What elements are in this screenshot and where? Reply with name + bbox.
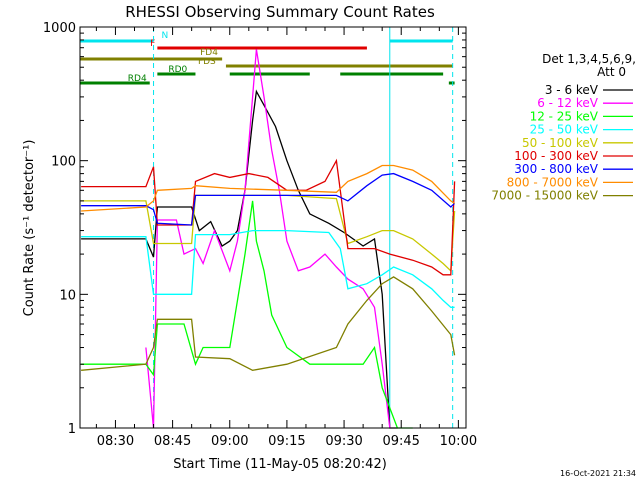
legend-label-6-12-kev: 6 - 12 keV — [537, 96, 599, 110]
legend-label-12-25-kev: 12 - 25 keV — [530, 109, 599, 123]
legend-label-3-6-kev: 3 - 6 keV — [545, 83, 599, 97]
legend-label-7000-15000-kev: 7000 - 15000 keV — [491, 189, 598, 203]
legend-label-25-50-kev: 25 - 50 keV — [530, 123, 599, 137]
legend-header-line-2: Att 0 — [597, 65, 626, 79]
flag-label-rd4: RD4 — [128, 74, 147, 84]
y-axis-label: Count Rate (s⁻¹ detector⁻¹) — [22, 140, 37, 317]
x-tick-label-09-00: 09:00 — [211, 434, 248, 449]
flag-label-fds: FDS — [198, 57, 216, 67]
y-tick-label-10: 10 — [59, 288, 76, 303]
render-timestamp: 16-Oct-2021 21:34 — [560, 469, 636, 478]
series-line-25-50-kev — [81, 229, 455, 308]
x-tick-label-08-30: 08:30 — [97, 434, 134, 449]
series-line-3-6-kev — [81, 89, 398, 429]
flag-label-rd0: RD0 — [168, 65, 187, 75]
series-line-300-800-kev — [81, 172, 456, 226]
legend-label-300-800-kev: 300 - 800 keV — [514, 162, 598, 176]
chart-title: RHESSI Observing Summary Count Rates — [125, 3, 435, 21]
plot-frame — [79, 26, 467, 429]
series-line-50-100-kev — [81, 194, 456, 273]
y-tick-label-1: 1 — [68, 422, 76, 437]
flag-label-n: N — [162, 31, 169, 41]
series-line-7000-15000-kev — [81, 276, 456, 371]
x-tick-label-09-45: 09:45 — [382, 434, 419, 449]
legend-label-800-7000-kev: 800 - 7000 keV — [507, 175, 599, 189]
series-line-800-7000-kev — [81, 164, 455, 212]
x-tick-label-09-15: 09:15 — [268, 434, 305, 449]
axes: 08:30 08:45 09:00 09:15 09:30 09:45 10:00 1 10 10… — [43, 21, 477, 449]
legend-header-line-1: Det 1,3,4,5,6,9, — [542, 52, 636, 66]
legend-label-50-100-kev: 50 - 100 keV — [522, 136, 599, 150]
series-line-12-25-kev — [81, 200, 413, 429]
x-tick-label-10-00: 10:00 — [440, 434, 477, 449]
x-axis-label: Start Time (11-May-05 08:20:42) — [173, 457, 387, 472]
x-tick-label-08-45: 08:45 — [154, 434, 191, 449]
count-rate-series — [81, 49, 456, 429]
y-tick-label-100: 100 — [51, 155, 76, 170]
flag-label-f: F — [150, 39, 155, 49]
flag-label-fd4: FD4 — [200, 48, 218, 58]
legend-label-100-300-kev: 100 - 300 keV — [514, 149, 598, 163]
x-tick-label-09-30: 09:30 — [325, 434, 362, 449]
y-tick-label-1000: 1000 — [43, 21, 76, 36]
